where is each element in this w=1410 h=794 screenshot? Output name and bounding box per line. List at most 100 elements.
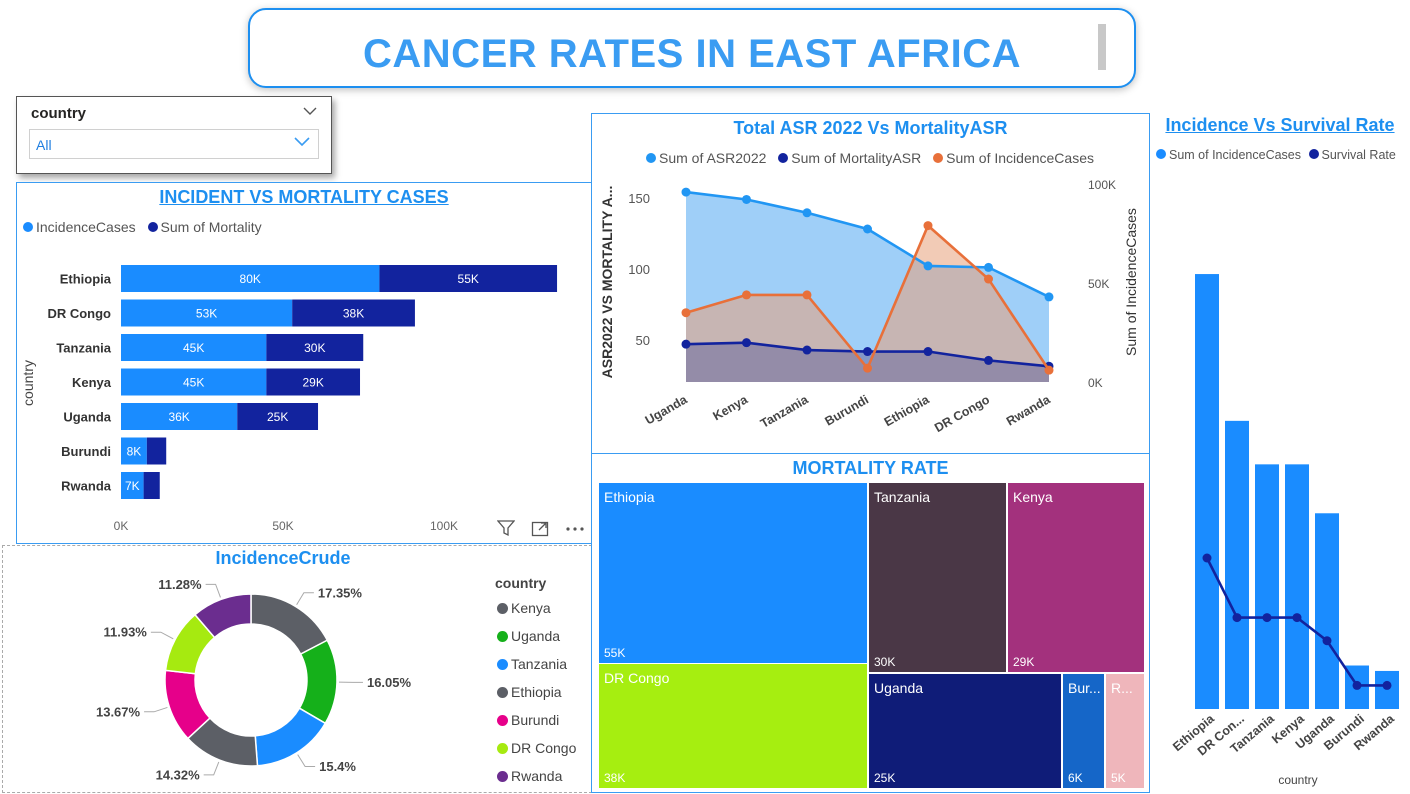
donut-legend-title: country <box>495 575 546 591</box>
incidence-cases-point[interactable] <box>924 221 933 230</box>
incidence-cases-point[interactable] <box>803 290 812 299</box>
legend-item-kenya[interactable]: Kenya <box>497 598 576 626</box>
incidence-cases-point[interactable] <box>863 364 872 373</box>
legend-item-rwanda[interactable]: Rwanda <box>497 766 576 794</box>
leader-line <box>297 593 314 605</box>
legend-dot <box>497 603 508 614</box>
y-tick-label: Burundi <box>61 444 111 459</box>
cell-value: 30K <box>874 655 895 669</box>
slicer-dropdown[interactable]: All <box>29 129 319 159</box>
legend-item-tanzania[interactable]: Tanzania <box>497 654 576 682</box>
legend-item-dr-congo[interactable]: DR Congo <box>497 738 576 766</box>
incidence-cases-point[interactable] <box>1045 366 1054 375</box>
mortality-asr-point[interactable] <box>984 356 993 365</box>
survival-rate-point[interactable] <box>1383 681 1392 690</box>
y-tick-label: Kenya <box>72 375 112 390</box>
y-tick-label: Tanzania <box>56 341 111 356</box>
focus-mode-icon[interactable] <box>531 519 549 542</box>
data-label: 53K <box>196 307 217 321</box>
incidence-bar[interactable] <box>1315 513 1339 709</box>
mortality-asr-point[interactable] <box>682 340 691 349</box>
bar-segment[interactable] <box>147 438 166 465</box>
chevron-down-icon[interactable] <box>303 103 317 119</box>
cell-label: DR Congo <box>604 670 669 686</box>
cell-label: Uganda <box>874 680 923 696</box>
incidence-cases-point[interactable] <box>984 275 993 284</box>
asr2022-point[interactable] <box>924 261 933 270</box>
legend-label: Uganda <box>511 628 560 644</box>
x-tick-label: Uganda <box>643 392 691 428</box>
survival-rate-point[interactable] <box>1263 613 1272 622</box>
x-tick-label: Burundi <box>822 392 871 428</box>
legend-item-burundi[interactable]: Burundi <box>497 710 576 738</box>
survival-rate-point[interactable] <box>1233 613 1242 622</box>
asr-area-chart: ASR2022 VS MORTALITY A... Sum of Inciden… <box>592 114 1149 453</box>
mortality-asr-point[interactable] <box>924 347 933 356</box>
incidence-bar[interactable] <box>1195 274 1219 709</box>
asr2022-point[interactable] <box>984 263 993 272</box>
incidence-bar[interactable] <box>1225 421 1249 709</box>
incidence-cases-point[interactable] <box>742 290 751 299</box>
data-label: 38K <box>343 307 364 321</box>
legend-label: Kenya <box>511 600 551 616</box>
incidence-bar[interactable] <box>1285 464 1309 709</box>
x-tick-label: Rwanda <box>1004 392 1053 429</box>
filter-icon[interactable] <box>497 519 515 542</box>
donut-slice[interactable] <box>255 708 325 766</box>
asr-right-tick-50k: 50K <box>1088 277 1109 291</box>
bar-segment[interactable] <box>144 472 160 499</box>
survival-rate-point[interactable] <box>1293 613 1302 622</box>
y-tick-label: Uganda <box>63 410 111 425</box>
country-slicer[interactable]: country All <box>16 96 332 174</box>
leader-line <box>298 755 315 767</box>
survival-rate-point[interactable] <box>1323 636 1332 645</box>
asr2022-point[interactable] <box>682 188 691 197</box>
asr2022-point[interactable] <box>742 195 751 204</box>
slice-label: 13.67% <box>96 704 141 719</box>
cell-label: Bur... <box>1068 680 1101 696</box>
asr2022-point[interactable] <box>863 225 872 234</box>
legend-item-ethiopia[interactable]: Ethiopia <box>497 682 576 710</box>
donut-slice[interactable] <box>251 594 327 654</box>
mortality-asr-point[interactable] <box>742 338 751 347</box>
legend-dot <box>497 715 508 726</box>
more-options-icon[interactable] <box>565 519 585 542</box>
survival-rate-point[interactable] <box>1203 554 1212 563</box>
asr-y-tick-150: 150 <box>628 191 650 206</box>
legend-dot <box>497 659 508 670</box>
slice-label: 11.93% <box>103 625 147 640</box>
incident-y-axis-label: country <box>20 360 36 406</box>
survival-rate-point[interactable] <box>1353 681 1362 690</box>
data-label: 29K <box>303 376 324 390</box>
title-decoration-bar <box>1098 24 1106 70</box>
treemap-cell-bur[interactable]: Bur...6K <box>1063 674 1104 788</box>
x-tick-label: Tanzania <box>758 392 811 431</box>
asr2022-point[interactable] <box>1045 292 1054 301</box>
slicer-label: country <box>31 105 86 122</box>
incidence-bar[interactable] <box>1375 671 1399 709</box>
legend-item-uganda[interactable]: Uganda <box>497 626 576 654</box>
asr2022-point[interactable] <box>803 208 812 217</box>
asr-right-axis-label: Sum of IncidenceCases <box>1123 208 1139 356</box>
incidence-bar[interactable] <box>1255 464 1279 709</box>
legend-dot <box>497 687 508 698</box>
dropdown-chevron-icon[interactable] <box>294 134 310 150</box>
asr-y-tick-100: 100 <box>628 262 650 277</box>
mortality-asr-point[interactable] <box>803 346 812 355</box>
legend-dot <box>497 743 508 754</box>
slice-label: 14.32% <box>156 767 201 782</box>
mortality-asr-point[interactable] <box>863 347 872 356</box>
treemap-cell-r[interactable]: R...5K <box>1106 674 1144 788</box>
incidence-cases-point[interactable] <box>682 308 691 317</box>
legend-dot <box>497 631 508 642</box>
y-tick-label: Ethiopia <box>60 272 112 287</box>
cell-value: 29K <box>1013 655 1034 669</box>
